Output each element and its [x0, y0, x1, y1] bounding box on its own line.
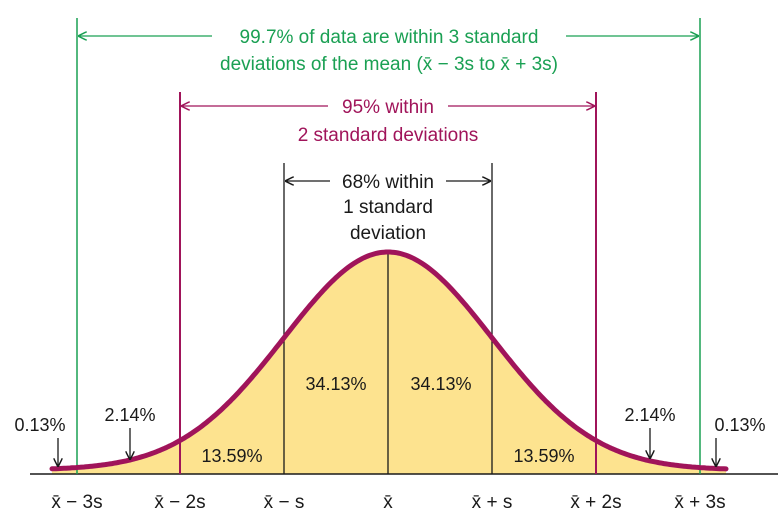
tick-label-plus-2s: x̄ + 2s — [570, 492, 621, 513]
curve-area — [52, 252, 726, 474]
region-left-2-3: 2.14% — [104, 405, 155, 425]
band3-label-line2: deviations of the mean (x̄ − 3s to x̄ + … — [220, 54, 558, 75]
band1-label-line1: 68% within — [342, 172, 434, 193]
band2-label-line2: 2 standard deviations — [298, 125, 479, 146]
band2-label-line1: 95% within — [342, 97, 434, 118]
region-right-0-1: 34.13% — [410, 374, 471, 394]
region-left-tail: 0.13% — [14, 415, 65, 435]
tick-label-minus-1s: x̄ − s — [264, 492, 305, 513]
region-right-tail: 0.13% — [714, 415, 765, 435]
tick-label-mean: x̄ — [383, 492, 393, 513]
tick-label-plus-3s: x̄ + 3s — [674, 492, 725, 513]
normal-curve — [49, 249, 729, 472]
region-left-0-1: 34.13% — [305, 374, 366, 394]
tick-label-plus-1s: x̄ + s — [472, 492, 513, 513]
region-right-1-2: 13.59% — [513, 446, 574, 466]
band1-label-line3: deviation — [350, 223, 426, 244]
tick-label-minus-2s: x̄ − 2s — [154, 492, 205, 513]
band1-label-line2: 1 standard — [343, 197, 433, 218]
tick-label-minus-3s: x̄ − 3s — [51, 492, 102, 513]
band3-label-line1: 99.7% of data are within 3 standard — [240, 27, 539, 48]
region-right-2-3: 2.14% — [624, 405, 675, 425]
region-left-1-2: 13.59% — [201, 446, 262, 466]
